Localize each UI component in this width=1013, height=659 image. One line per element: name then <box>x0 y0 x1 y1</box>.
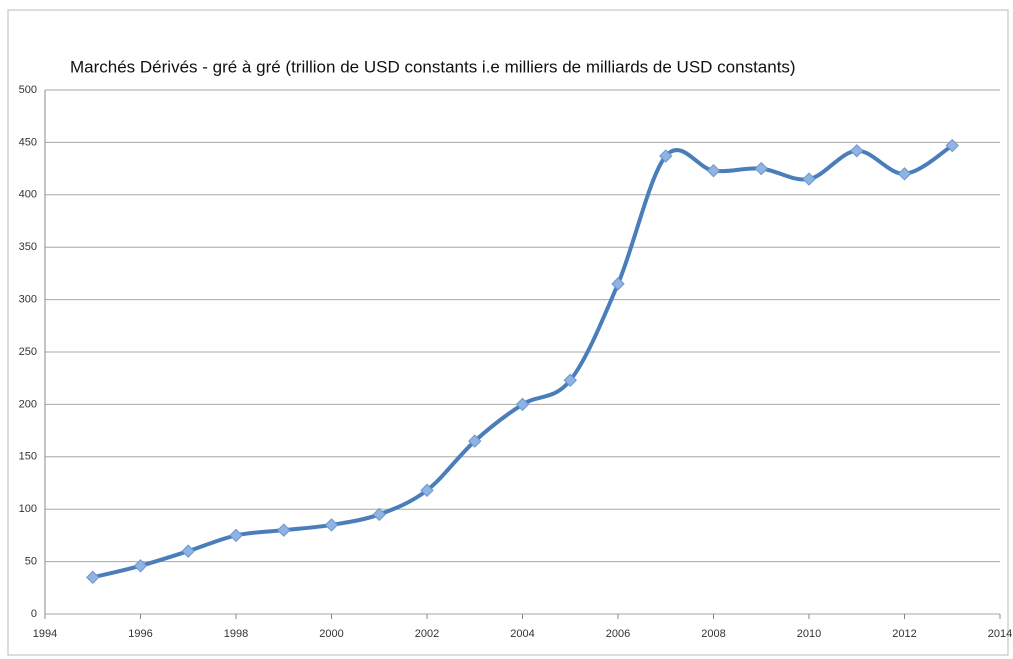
x-tick-label: 2002 <box>415 628 439 640</box>
marker <box>611 277 625 291</box>
line <box>92 143 954 580</box>
marker <box>850 144 864 158</box>
marker <box>945 138 959 153</box>
y-tick-label: 100 <box>19 503 37 515</box>
marker <box>324 518 339 532</box>
x-tick-label: 2010 <box>797 628 821 640</box>
y-tick-label: 50 <box>25 556 37 568</box>
y-tick-label: 0 <box>31 608 37 620</box>
marker <box>563 373 577 388</box>
marker <box>420 483 434 498</box>
marker <box>277 523 291 537</box>
x-tick-label: 2006 <box>606 628 630 640</box>
y-tick-label: 450 <box>19 136 37 148</box>
x-tick-label: 1998 <box>224 628 248 640</box>
y-tick-label: 250 <box>19 346 37 358</box>
marker <box>86 570 100 585</box>
marker <box>372 507 386 522</box>
y-tick-label: 400 <box>19 189 37 201</box>
x-tick-label: 2000 <box>319 628 343 640</box>
marker <box>659 149 673 163</box>
chart-frame <box>7 9 1009 656</box>
y-tick-label: 300 <box>19 294 37 306</box>
marker <box>754 161 768 176</box>
chart-title: Marchés Dérivés - gré à gré (trillion de… <box>70 57 796 76</box>
x-tick-label: 2008 <box>701 628 725 640</box>
x-tick-label: 1994 <box>33 628 57 640</box>
marker <box>133 559 148 573</box>
y-tick-label: 350 <box>19 241 37 253</box>
marker <box>181 544 195 558</box>
y-tick-label: 500 <box>19 84 37 96</box>
x-tick-label: 2014 <box>988 628 1012 640</box>
y-tick-label: 200 <box>19 398 37 410</box>
marker <box>706 163 721 178</box>
x-tick-label: 2004 <box>510 628 534 640</box>
x-tick-label: 1996 <box>128 628 152 640</box>
y-tick-label: 150 <box>19 451 37 463</box>
marker <box>515 397 530 412</box>
marker <box>802 172 816 186</box>
x-tick-label: 2012 <box>892 628 916 640</box>
marker <box>229 528 243 543</box>
marker <box>468 434 482 448</box>
marker <box>897 167 912 181</box>
